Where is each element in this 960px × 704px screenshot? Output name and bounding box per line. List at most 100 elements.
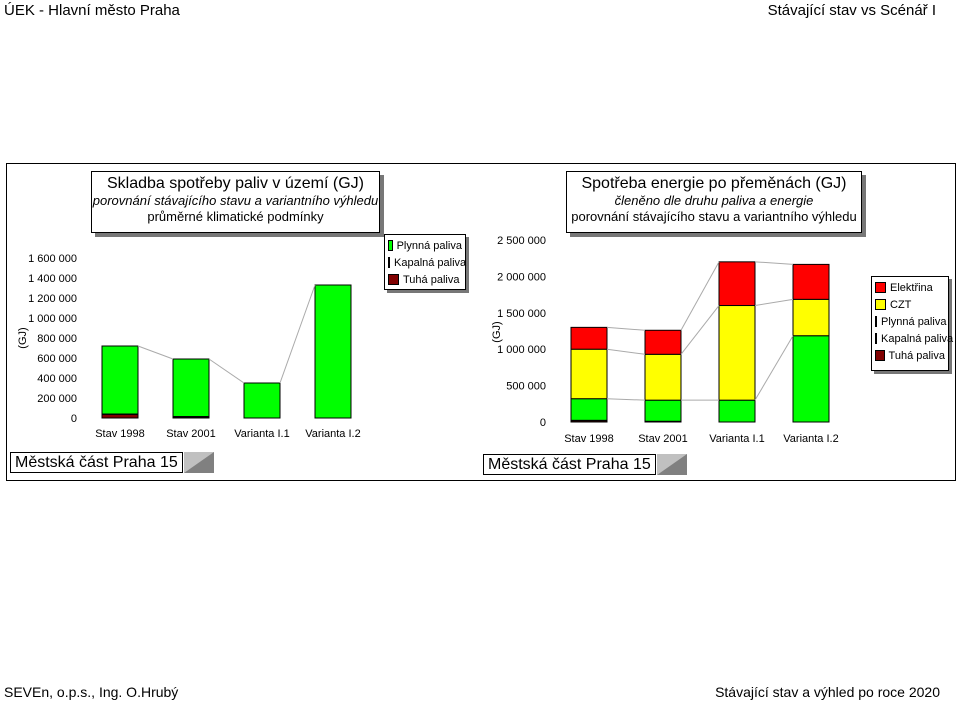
- chart1-area-label: Městská část Praha 15: [10, 452, 214, 473]
- bar-segment: [570, 348, 608, 400]
- legend-item: Plynná paliva: [388, 237, 462, 254]
- series-line: [606, 348, 646, 355]
- x-tick-label: Stav 2001: [166, 428, 216, 440]
- swatch-tuha: [875, 350, 885, 361]
- chart1-title-box: Skladba spotřeby paliv v území (GJ) poro…: [91, 171, 380, 233]
- legend-item: Kapalná paliva: [388, 254, 466, 271]
- x-tick-label: Stav 1998: [564, 433, 614, 445]
- y-tick-label: 600 000: [37, 353, 77, 365]
- footer-right: Stávající stav a výhled po roce 2020: [715, 684, 940, 700]
- swatch-czt: [875, 299, 886, 310]
- chart1-title: Skladba spotřeby paliv v území (GJ): [107, 175, 364, 192]
- series-line: [680, 261, 720, 331]
- bar-segment: [792, 298, 830, 337]
- y-tick-label: 400 000: [37, 373, 77, 385]
- legend-item: Plynná paliva: [875, 313, 947, 330]
- header-left: ÚEK - Hlavní město Praha: [4, 2, 180, 19]
- bar-segment: [101, 345, 139, 415]
- y-tick-label: 200 000: [37, 393, 77, 405]
- y-tick-label: 1 500 000: [497, 308, 546, 320]
- x-tick-label: Varianta I.1: [709, 433, 764, 445]
- y-tick-label: 1 600 000: [28, 253, 77, 265]
- bar-segment: [644, 399, 682, 422]
- y-tick-label: 0: [540, 417, 546, 429]
- swatch-plynna: [388, 240, 393, 251]
- series-line: [606, 326, 646, 331]
- bar-segment: [314, 284, 352, 419]
- chart1-legend: Plynná paliva Kapalná paliva Tuhá paliva: [384, 234, 466, 290]
- bar-segment: [172, 358, 210, 417]
- chart2-plot: 0 500 000 1 000 000 1 500 000 2 000 000 2 500…: [491, 235, 839, 445]
- y-tick-label: 2 000 000: [497, 271, 546, 283]
- chart1-area-text: Městská část Praha 15: [10, 452, 183, 473]
- x-tick-label: Varianta I.2: [305, 428, 360, 440]
- legend-label: Kapalná paliva: [881, 332, 954, 345]
- swatch-elektrina: [875, 282, 886, 293]
- series-line: [137, 345, 174, 360]
- series-line: [279, 284, 316, 384]
- legend-item: Tuhá paliva: [875, 347, 945, 364]
- swatch-plynna: [875, 316, 877, 327]
- footer-left: SEVEn, o.p.s., Ing. O.Hrubý: [4, 684, 179, 700]
- legend-item: CZT: [875, 296, 945, 313]
- area-label-arrow: [184, 452, 214, 473]
- legend-item: Elektřina: [875, 279, 945, 296]
- bar-segment: [570, 326, 608, 350]
- charts-frame: [6, 163, 956, 481]
- y-axis-label: (GJ): [17, 327, 29, 348]
- chart1-subtitle-2: průměrné klimatické podmínky: [147, 209, 324, 224]
- series-line: [680, 305, 720, 355]
- y-axis-label: (GJ): [491, 321, 503, 342]
- chart2-subtitle-2: porovnání stávajícího stavu a variantníh…: [571, 209, 857, 224]
- x-tick-label: Varianta I.2: [783, 433, 838, 445]
- y-tick-label: 1 400 000: [28, 273, 77, 285]
- swatch-kapalna: [875, 333, 877, 344]
- chart1-plot: 0 200 000 400 000 600 000 800 000 1 000 000 1 …: [17, 253, 361, 440]
- bar-segment: [718, 305, 756, 401]
- legend-label: Plynná paliva: [396, 239, 462, 252]
- legend-label: Kapalná paliva: [394, 256, 467, 269]
- series-line: [754, 335, 794, 401]
- x-tick-label: Stav 2001: [638, 433, 688, 445]
- y-tick-label: 0: [71, 413, 77, 425]
- legend-label: Elektřina: [890, 281, 933, 294]
- chart2-title: Spotřeba energie po přeměnách (GJ): [581, 175, 847, 192]
- bar-segment: [718, 261, 756, 307]
- y-tick-label: 1 200 000: [28, 293, 77, 305]
- series-line: [754, 261, 794, 265]
- header-right: Stávající stav vs Scénář I: [767, 2, 936, 19]
- legend-label: Tuhá paliva: [403, 273, 460, 286]
- y-tick-label: 800 000: [37, 333, 77, 345]
- y-tick-label: 1 000 000: [497, 344, 546, 356]
- swatch-kapalna: [388, 257, 390, 268]
- area-label-arrow: [657, 454, 687, 475]
- chart2-subtitle-1: členěno dle druhu paliva a energie: [614, 193, 814, 208]
- y-tick-label: 2 500 000: [497, 235, 546, 247]
- series-line: [754, 298, 794, 307]
- x-tick-label: Stav 1998: [95, 428, 145, 440]
- x-tick-label: Varianta I.1: [234, 428, 289, 440]
- legend-item: Kapalná paliva: [875, 330, 953, 347]
- bar-segment: [570, 398, 608, 421]
- bar-segment: [718, 399, 756, 423]
- chart2-area-label: Městská část Praha 15: [483, 454, 687, 475]
- series-line: [208, 358, 245, 384]
- bar-segment: [644, 329, 682, 355]
- legend-label: CZT: [890, 298, 912, 311]
- chart2-legend: Elektřina CZT Plynná paliva Kapalná pali…: [871, 276, 953, 371]
- bar-segment: [644, 353, 682, 401]
- bar-segment: [243, 382, 281, 419]
- legend-item: Tuhá paliva: [388, 271, 462, 288]
- y-tick-label: 500 000: [506, 381, 546, 393]
- bar-segment: [792, 335, 830, 423]
- legend-label: Plynná paliva: [881, 315, 947, 328]
- legend-label: Tuhá paliva: [888, 349, 945, 362]
- series-line: [606, 398, 646, 401]
- bar-segment: [792, 263, 830, 300]
- bar-segment: [101, 414, 139, 419]
- chart1-subtitle-1: porovnání stávajícího stavu a variantníh…: [92, 193, 379, 208]
- chart2-title-box: Spotřeba energie po přeměnách (GJ) členě…: [566, 171, 862, 233]
- y-tick-label: 1 000 000: [28, 313, 77, 325]
- swatch-tuha: [388, 274, 399, 285]
- chart2-area-text: Městská část Praha 15: [483, 454, 656, 475]
